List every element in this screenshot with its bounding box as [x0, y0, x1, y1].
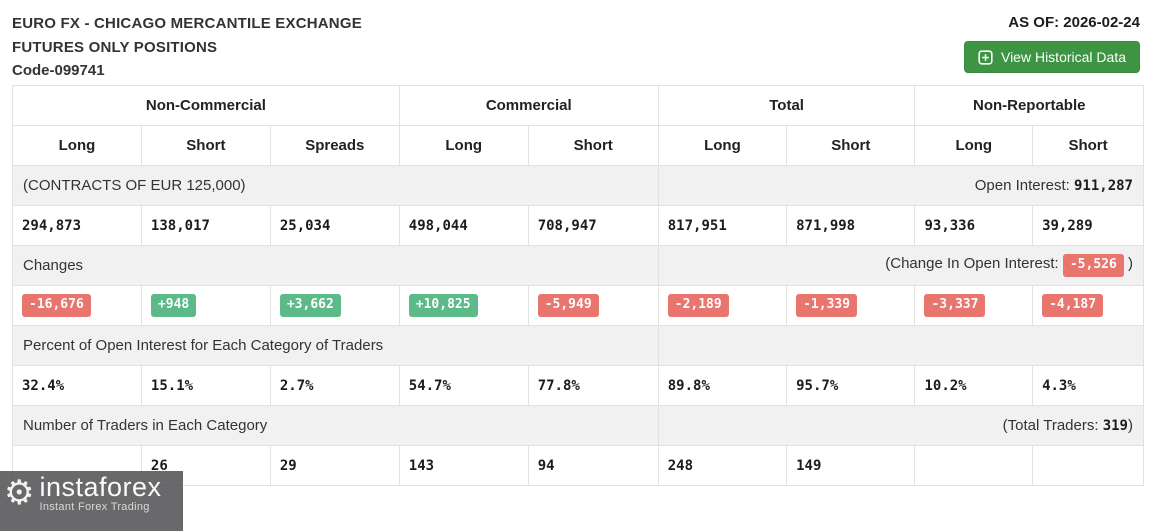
col-header: Short [140, 125, 271, 166]
total-traders-suffix: ) [1128, 417, 1133, 434]
instaforex-watermark: ⚙ instaforex Instant Forex Trading [0, 471, 183, 531]
change-value-cell: +3,662 [269, 285, 400, 326]
percent-row: 32.4% 15.1% 2.7% 54.7% 77.8% 89.8% 95.7%… [12, 365, 1144, 406]
position-value: 498,044 [398, 205, 529, 246]
open-interest-cell: Open Interest: 911,287 [657, 165, 1145, 206]
change-badge: +948 [150, 294, 197, 317]
change-badge: +3,662 [279, 294, 341, 317]
percent-value: 32.4% [12, 365, 142, 406]
traders-band-row: Number of Traders in Each Category (Tota… [12, 405, 1145, 446]
change-value-cell: +948 [140, 285, 271, 326]
instaforex-brand-text: instaforex [39, 472, 162, 502]
change-oi-badge: -5,526 [1062, 254, 1124, 277]
total-traders-prefix: (Total Traders: [1002, 417, 1103, 434]
change-badge: -2,189 [667, 294, 729, 317]
change-value-cell: -4,187 [1032, 285, 1144, 326]
col-header: Long [398, 125, 529, 166]
position-value: 93,336 [914, 205, 1034, 246]
percent-value: 54.7% [398, 365, 529, 406]
changes-label: Changes [12, 245, 659, 286]
percent-value: 95.7% [786, 365, 916, 406]
change-value-cell: -5,949 [527, 285, 659, 326]
change-value-cell: -2,189 [657, 285, 788, 326]
group-commercial: Commercial [398, 85, 659, 126]
traders-value [1032, 445, 1144, 486]
report-code: Code-099741 [12, 62, 105, 79]
col-header: Long [12, 125, 142, 166]
group-non-commercial: Non-Commercial [12, 85, 400, 126]
col-header: Spreads [269, 125, 400, 166]
change-badge: -4,187 [1042, 294, 1104, 317]
group-non-reportable: Non-Reportable [914, 85, 1144, 126]
view-historical-data-button[interactable]: View Historical Data [963, 41, 1140, 73]
contracts-band-row: (CONTRACTS OF EUR 125,000) Open Interest… [12, 165, 1145, 206]
contracts-label: (CONTRACTS OF EUR 125,000) [12, 165, 659, 206]
position-value: 817,951 [657, 205, 788, 246]
change-badge: +10,825 [408, 294, 478, 317]
group-header-row: Non-Commercial Commercial Total Non-Repo… [12, 85, 1144, 126]
percent-value: 4.3% [1032, 365, 1144, 406]
percent-band-row: Percent of Open Interest for Each Catego… [12, 325, 1145, 366]
open-interest-value: 911,287 [1073, 178, 1133, 194]
total-traders-value: 319 [1102, 418, 1128, 434]
traders-value [914, 445, 1034, 486]
instaforex-tagline: Instant Forex Trading [39, 501, 150, 513]
traders-value: 29 [269, 445, 400, 486]
col-header: Short [1032, 125, 1144, 166]
group-total: Total [657, 85, 916, 126]
percent-value: 10.2% [914, 365, 1034, 406]
view-historical-data-label: View Historical Data [1000, 49, 1126, 65]
col-header: Short [527, 125, 659, 166]
position-value: 138,017 [140, 205, 271, 246]
traders-value: 143 [398, 445, 529, 486]
traders-value: 248 [657, 445, 788, 486]
traders-value: 149 [786, 445, 916, 486]
col-header: Long [914, 125, 1034, 166]
report-title-line2: FUTURES ONLY POSITIONS [12, 39, 218, 56]
traders-label: Number of Traders in Each Category [12, 405, 659, 446]
change-value-cell: +10,825 [398, 285, 529, 326]
change-value-cell: -1,339 [786, 285, 916, 326]
change-value-cell: -16,676 [12, 285, 142, 326]
percent-value: 2.7% [269, 365, 400, 406]
report-header: EURO FX - CHICAGO MERCANTILE EXCHANGE FU… [0, 0, 1156, 85]
as-of-date: AS OF: 2026-02-24 [1008, 14, 1140, 31]
change-open-interest-cell: (Change In Open Interest: -5,526 ) [657, 245, 1145, 286]
position-value: 871,998 [786, 205, 916, 246]
percent-band-empty-cell [657, 325, 1145, 366]
positions-row: 294,873 138,017 25,034 498,044 708,947 8… [12, 205, 1144, 246]
col-header: Short [786, 125, 916, 166]
percent-value: 15.1% [140, 365, 271, 406]
report-title-line1: EURO FX - CHICAGO MERCANTILE EXCHANGE [12, 15, 362, 32]
col-header: Long [657, 125, 788, 166]
changes-row: -16,676 +948 +3,662 +10,825 -5,949 -2,18… [12, 285, 1144, 326]
position-value: 25,034 [269, 205, 400, 246]
column-header-row: Long Short Spreads Long Short Long Short… [12, 125, 1144, 166]
change-badge: -5,949 [537, 294, 599, 317]
changes-band-row: Changes (Change In Open Interest: -5,526… [12, 245, 1145, 286]
change-value-cell: -3,337 [914, 285, 1034, 326]
cot-positions-table: Non-Commercial Commercial Total Non-Repo… [12, 85, 1145, 486]
calendar-plus-icon [978, 49, 993, 65]
change-badge: -3,337 [924, 294, 986, 317]
percent-label: Percent of Open Interest for Each Catego… [12, 325, 659, 366]
change-oi-suffix: ) [1123, 255, 1133, 273]
total-traders-cell: (Total Traders: 319) [657, 405, 1145, 446]
position-value: 708,947 [527, 205, 659, 246]
position-value: 294,873 [12, 205, 142, 246]
percent-value: 89.8% [657, 365, 788, 406]
position-value: 39,289 [1032, 205, 1144, 246]
open-interest-label: Open Interest: [974, 177, 1074, 194]
traders-value: 94 [527, 445, 659, 486]
change-badge: -16,676 [22, 294, 91, 317]
change-badge: -1,339 [796, 294, 858, 317]
change-oi-prefix: (Change In Open Interest: [885, 255, 1063, 273]
instaforex-logo-gear-icon: ⚙ [4, 474, 35, 512]
percent-value: 77.8% [527, 365, 659, 406]
